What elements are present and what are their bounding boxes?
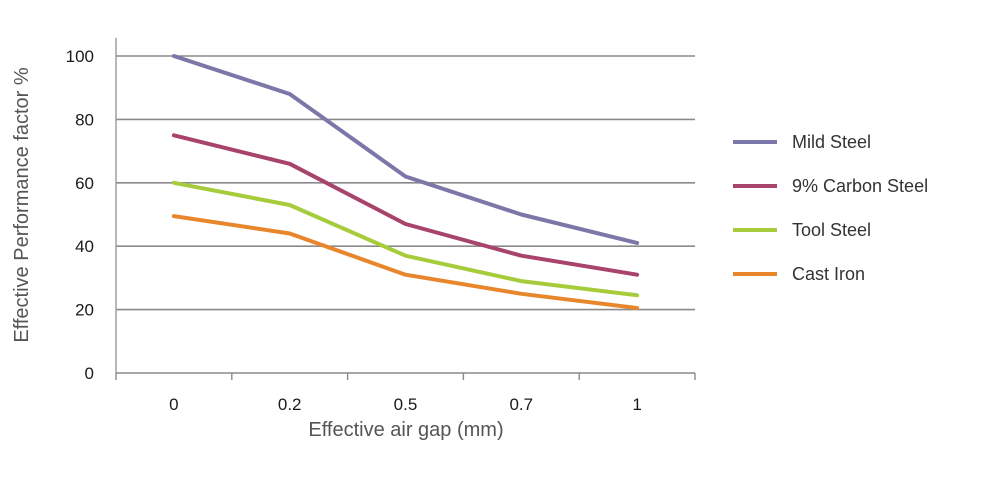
series-line-cast-iron — [171, 214, 640, 310]
x-tick-label: 1 — [632, 395, 641, 414]
y-tick-label: 80 — [75, 110, 94, 129]
legend-label: Cast Iron — [792, 264, 865, 284]
gridlines — [116, 55, 695, 311]
y-tick-label: 100 — [66, 47, 94, 66]
y-tick-label: 0 — [85, 364, 94, 383]
series-lines — [171, 54, 640, 310]
y-axis-title: Effective Performance factor % — [11, 67, 33, 343]
series-line-mild-steel — [171, 54, 640, 245]
legend-label: 9% Carbon Steel — [792, 176, 928, 196]
x-tick-label: 0.5 — [394, 395, 418, 414]
y-tick-label: 40 — [75, 237, 94, 256]
y-tick-label: 20 — [75, 301, 94, 320]
x-axis-title: Effective air gap (mm) — [308, 419, 503, 441]
axes: 0 20 40 60 80 100 0 0.2 0.5 0.7 1 — [66, 38, 696, 414]
series-line-tool-steel — [171, 180, 640, 298]
y-tick-label: 60 — [75, 174, 94, 193]
series-line-9-carbon-steel — [171, 133, 640, 277]
legend-label: Mild Steel — [792, 132, 871, 152]
legend-label: Tool Steel — [792, 220, 871, 240]
legend: Mild Steel 9% Carbon Steel Tool Steel Cast … — [733, 132, 928, 284]
x-tick-label: 0.7 — [509, 395, 533, 414]
x-tick-label: 0 — [169, 395, 178, 414]
x-tick-label: 0.2 — [278, 395, 302, 414]
